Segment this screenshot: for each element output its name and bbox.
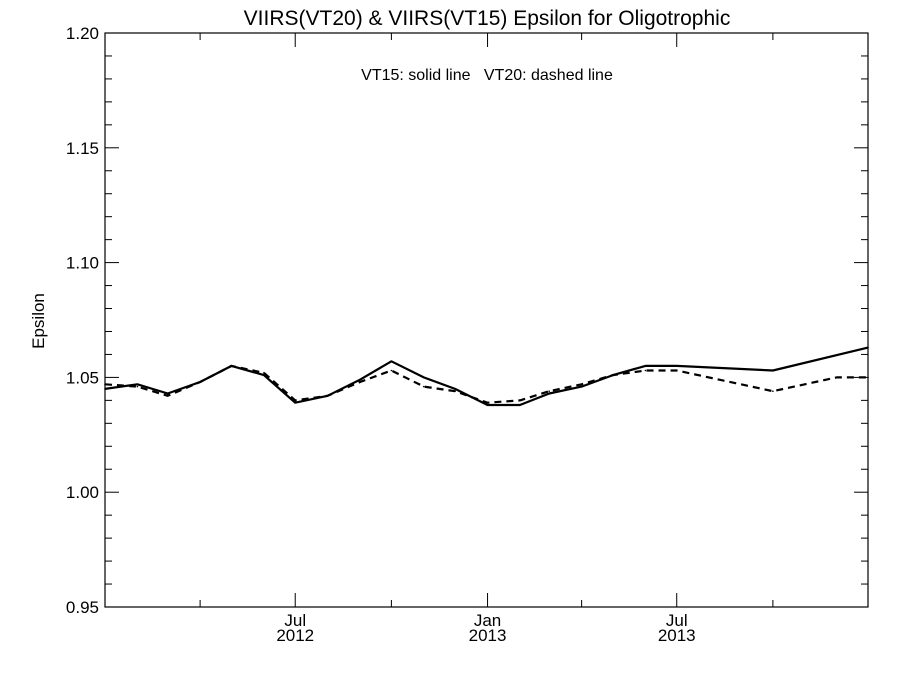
series-point-dashed [454, 390, 456, 393]
series-point-dashed [390, 369, 393, 372]
series-point-dashed [548, 390, 550, 393]
y-axis-label: Epsilon [29, 293, 48, 349]
series-line-solid [104, 346, 869, 407]
plot-frame [104, 32, 869, 608]
x-tick-month-label: Jul [666, 611, 688, 630]
x-tick-month-label: Jul [284, 611, 306, 630]
series-point-dashed [294, 399, 297, 402]
series-point-dashed [230, 365, 233, 367]
series-point-solid [454, 388, 456, 390]
series-point-solid [136, 383, 139, 386]
series-point-solid [772, 369, 774, 372]
series-point-dashed [772, 390, 774, 393]
series-point-solid [580, 385, 583, 388]
x-tick-month-label: Jan [474, 611, 501, 630]
series-layer [104, 346, 869, 407]
series-point-dashed [675, 369, 678, 372]
series-point-solid [548, 392, 550, 395]
series-point-solid [359, 378, 361, 381]
series-point-dashed [486, 401, 489, 404]
series-point-dashed [519, 399, 521, 402]
axis-ticks: 0.951.001.051.101.151.20Jul2012Jan2013Ju… [66, 24, 868, 645]
series-point-solid [519, 404, 521, 406]
x-tick-year-label: 2012 [276, 626, 314, 645]
y-tick-label: 1.20 [66, 24, 99, 43]
y-tick-label: 1.05 [66, 368, 99, 387]
series-point-dashed [199, 381, 201, 383]
series-point-dashed [612, 374, 614, 376]
x-tick-year-label: 2013 [469, 626, 507, 645]
x-tick-year-label: 2013 [658, 626, 696, 645]
series-point-solid [294, 401, 297, 404]
series-point-dashed [644, 369, 647, 372]
series-line-dashed [104, 364, 868, 404]
series-point-dashed [835, 376, 838, 379]
series-point-solid [263, 374, 265, 376]
series-point-dashed [166, 395, 169, 397]
series-point-solid [867, 346, 869, 349]
legend-annotation: VT15: solid line VT20: dashed line [361, 67, 613, 84]
y-tick-label: 1.00 [66, 483, 99, 502]
series-point-dashed [104, 383, 106, 386]
series-point-solid [423, 376, 425, 379]
series-point-dashed [326, 395, 329, 397]
series-point-solid [644, 365, 647, 367]
series-point-solid [390, 360, 393, 363]
series-point-solid [104, 388, 106, 390]
series-point-dashed [263, 372, 265, 374]
series-point-solid [486, 404, 489, 406]
series-point-dashed [359, 381, 361, 383]
series-point-solid [675, 365, 678, 367]
y-tick-label: 1.15 [66, 139, 99, 158]
series-point-solid [166, 392, 169, 395]
series-point-dashed [136, 385, 139, 388]
chart-title: VIIRS(VT20) & VIIRS(VT15) Epsilon for Ol… [244, 7, 731, 30]
series-point-dashed [580, 383, 583, 386]
y-tick-label: 0.95 [66, 598, 99, 617]
y-tick-label: 1.10 [66, 254, 99, 273]
series-point-dashed [423, 385, 425, 388]
series-point-dashed [867, 376, 869, 379]
